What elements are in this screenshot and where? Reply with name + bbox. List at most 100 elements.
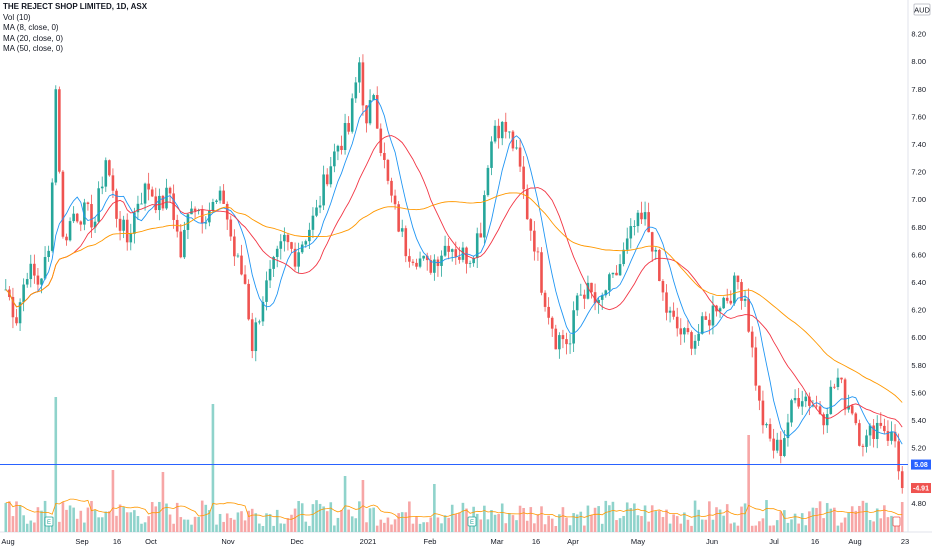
currency-label: AUD [914,6,930,15]
price-axis[interactable]: AUD 8.20 8.00 7.80 7.60 7.40 7.20 7.00 6.80 6.60 6… [911,3,931,508]
volume-bar [90,500,93,532]
volume-bar [265,513,268,532]
candle-body [850,405,854,414]
candle-body [865,435,868,447]
volume-bar [100,517,104,532]
candle-body [361,62,365,106]
volume-bar [775,520,779,532]
candle-body [336,145,340,152]
candle-body [104,160,108,187]
candle-body [500,121,504,139]
volume-bar [708,501,711,532]
volume-bar [154,506,158,532]
candle-body [590,282,593,293]
candle-body [722,297,725,309]
volume-bar [643,505,647,532]
candle-body [383,152,386,160]
candle-body [118,218,122,231]
time-axis[interactable]: Aug Sep 16 Oct Nov Dec 2021 Feb Mar 16 Apr May Jun Ju… [1,537,909,546]
volume-bar [258,523,261,532]
support-line-label: 5.08 [914,462,928,469]
volume-bar [372,507,375,532]
horizontal-line[interactable]: 5.08 -4.91 [0,459,931,494]
candle-body [75,213,79,222]
candle-body [375,95,379,129]
candle-body [236,255,240,257]
volume-bar [636,515,640,532]
candle-body [483,195,486,238]
volume-bar [840,522,843,532]
volume-bar [647,521,650,532]
candle-body [804,396,808,402]
volume-bar [297,501,300,532]
time-tick-label: Nov [221,537,235,546]
volume-bar [804,525,808,532]
candle-body [568,343,572,345]
volume-bar [193,516,197,532]
candle-body [147,183,150,190]
volume-bar [618,518,622,532]
volume-bar [197,516,200,532]
volume-bar [336,517,340,532]
volume-bar [797,523,800,532]
candle-body [843,379,847,410]
candle-body [329,166,333,185]
volume-bar [668,523,672,532]
candle-body [97,188,100,222]
candle-body [800,401,804,407]
candle-body [47,250,50,258]
candle-body [750,331,754,348]
candle-body [415,262,418,267]
candle-body [543,292,547,307]
volume-bar [308,525,311,532]
volume-bar [354,518,358,532]
volume-bar [454,514,458,532]
candle-body [68,221,72,241]
volume-bar [654,511,658,532]
currency-box [913,3,931,16]
volume-bar [483,505,486,532]
legend-ma8: MA (8, close, 0) [3,23,59,32]
price-tick-label: 6.20 [911,306,926,315]
volume-bar [443,515,447,532]
legend-vol: Vol (10) [3,12,31,22]
volume-bar [825,503,829,532]
volume-bar [683,512,686,532]
ma50-line [5,192,903,403]
candle-body [640,212,643,220]
candle-body [700,316,704,334]
candle-body [372,95,375,101]
volume-bar [808,511,811,532]
volume-bar [422,522,425,532]
volume-bar [425,522,429,532]
volume-bars [4,397,904,532]
candle-body [347,123,350,132]
candle-body [511,131,515,149]
volume-bar [79,510,83,532]
volume-bar [772,525,775,532]
price-tick-label: 8.00 [911,57,926,66]
volume-bar [36,507,40,532]
candle-body [450,249,454,252]
candle-body [593,292,597,304]
candle-body [161,195,165,209]
candle-body [493,125,497,142]
volume-bar [322,506,325,532]
time-tick-label: Mar [491,537,504,546]
candle-body [365,105,368,124]
volume-bar [286,518,290,532]
volume-bar [243,520,247,532]
candle-body [72,213,75,222]
candle-body [322,174,325,206]
time-tick-label: May [631,537,645,546]
volume-bar [397,513,400,532]
candle-body [718,308,722,312]
volume-bar [629,508,633,532]
time-tick-label: Jun [706,537,718,546]
volume-bar [375,525,379,532]
candle-body [879,422,883,426]
candle-body [129,233,133,243]
volume-bar [143,522,147,532]
candle-body [497,125,500,139]
